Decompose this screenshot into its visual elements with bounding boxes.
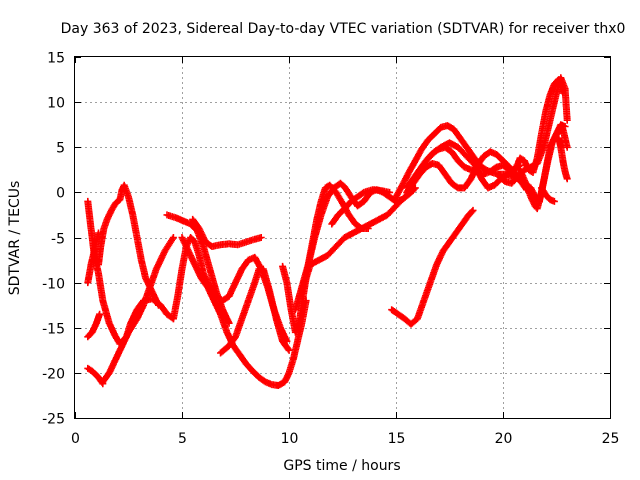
y-tick-label: -15 [42, 322, 65, 338]
y-tick-label: 5 [56, 141, 65, 157]
chart-title: Day 363 of 2023, Sidereal Day-to-day VTE… [61, 21, 626, 37]
data-point [469, 206, 477, 214]
data-point [155, 301, 162, 309]
data-point [169, 235, 176, 243]
series-arc6 [95, 181, 162, 309]
x-tick-label: 10 [281, 431, 299, 447]
data-points [84, 74, 571, 389]
x-tick-label: 0 [71, 431, 80, 447]
y-tick-label: 15 [47, 51, 65, 67]
y-tick-label: -10 [42, 277, 65, 293]
data-point [285, 346, 293, 354]
series-arc3 [84, 310, 104, 341]
series-arc2 [84, 229, 102, 287]
y-tick-label: 0 [56, 186, 65, 202]
x-tick-label: 20 [495, 431, 513, 447]
x-tick-label: 15 [388, 431, 406, 447]
data-point [561, 123, 569, 130]
series-arc10 [217, 265, 293, 357]
data-point [169, 234, 177, 241]
y-tick-label: -20 [42, 367, 65, 383]
series-arc14 [298, 187, 417, 296]
x-axis-label: GPS time / hours [283, 458, 400, 474]
y-tick-label: -25 [42, 412, 65, 428]
axis-ticks: -25 -20 -15 -10 -5 0 5 10 15 0 5 10 15 20 25 [42, 51, 619, 448]
y-tick-label: -5 [51, 232, 65, 248]
data-point [96, 310, 104, 318]
data-point [257, 234, 265, 241]
data-point [559, 89, 567, 97]
series-arc22 [508, 76, 567, 178]
series-arc16 [388, 206, 477, 328]
data-point [386, 188, 394, 196]
data-point [563, 116, 571, 124]
y-axis-label: SDTVAR / TECUs [7, 181, 23, 296]
plot-frame [74, 56, 611, 419]
series-arc25 [538, 184, 558, 205]
grid-lines [75, 57, 610, 418]
data-point [563, 175, 571, 183]
data-point [468, 208, 476, 216]
series-arc9 [189, 215, 265, 250]
data-point [563, 143, 571, 151]
series-arc26 [555, 134, 571, 183]
data-point [225, 319, 233, 327]
y-tick-label: 10 [47, 96, 65, 112]
series-arc15 [328, 186, 394, 228]
x-tick-label: 5 [178, 431, 187, 447]
data-point [284, 345, 292, 353]
data-point [550, 197, 558, 205]
x-tick-label: 25 [602, 431, 620, 447]
